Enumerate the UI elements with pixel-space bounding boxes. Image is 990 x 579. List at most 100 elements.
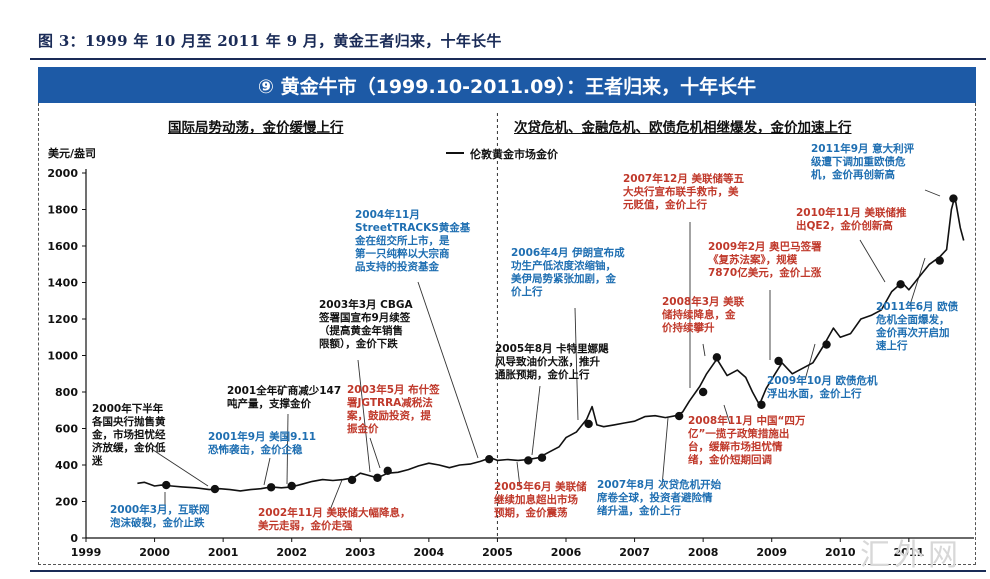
event-marker [266, 483, 276, 492]
event-annotation: 2008年11月 中国“四万亿”一揽子政策措施出台，缓解市场担忧情绪，金价短期回… [688, 414, 806, 466]
x-tick-label: 2010 [825, 546, 856, 559]
x-tick-label: 2002 [276, 546, 307, 559]
annotation-line: 美伊局势紧张加剧，金 [511, 272, 616, 285]
annotation-line: 金在纽交所上市，是 [354, 234, 450, 247]
x-tick-label: 2004 [414, 546, 445, 559]
figure-caption: 图 3：1999 年 10 月至 2011 年 9 月，黄金王者归来，十年长牛 [38, 32, 502, 50]
annotation-line: （提高黄金年销售 [319, 324, 403, 337]
annotation-line: 美元走弱，金价走强 [258, 519, 353, 532]
x-tick-label: 2003 [345, 546, 376, 559]
event-annotation: 2007年12月 美联储等五大央行宣布联手救市，美元贬值，金价上行 [623, 172, 744, 211]
annotation-line: 绪，金价短期回调 [688, 453, 772, 466]
annotation-line: 功生产低浓度浓缩铀， [511, 259, 616, 272]
annotation-line: 2011年9月 意大利评 [811, 142, 915, 155]
annotation-leader [329, 479, 343, 511]
y-tick-label: 0 [70, 532, 78, 545]
annotation-line: 吨产量，支撑金价 [227, 397, 311, 410]
event-marker [287, 481, 296, 491]
event-marker [774, 356, 783, 366]
annotation-leader [702, 343, 706, 357]
annotation-line: 2008年3月 美联 [662, 295, 745, 308]
y-tick-label: 600 [55, 423, 78, 436]
phase-label-right: 次贷危机、金融危机、欧债危机相继爆发，金价加速上行 [514, 120, 852, 136]
annotation-line: 风导致油价大涨，推升 [495, 355, 600, 368]
event-annotation: 2010年11月 美联储推出QE2，金价创新高 [796, 206, 907, 232]
event-marker [383, 466, 392, 476]
annotation-line: 金价再次开启加 [875, 326, 950, 339]
x-tick-label: 2009 [756, 546, 787, 559]
event-marker [584, 419, 593, 429]
annotation-leader [859, 239, 886, 283]
annotation-line: 案，鼓励投资，提 [346, 409, 431, 422]
annotation-line: 席卷全球，投资者避险情 [597, 491, 713, 504]
annotation-line: 通胀预期，金价上行 [495, 368, 590, 381]
annotation-line: 2001全年矿商减少147 [227, 384, 341, 397]
annotation-line: 预期，金价震荡 [494, 506, 568, 519]
annotation-leader [516, 461, 521, 488]
annotation-line: 恐怖袭击，金价企稳 [208, 443, 303, 456]
annotation-leader [263, 457, 271, 486]
annotation-line: 价持续攀升 [662, 321, 715, 334]
annotation-line: 2009年10月 欧债危机 [767, 374, 878, 387]
annotation-leader [417, 281, 479, 459]
event-annotation: 2007年8月 次贷危机开始席卷全球，投资者避险情绪升温，金价上行 [597, 478, 722, 517]
event-marker [537, 453, 547, 462]
annotation-line: 绪升温，金价上行 [597, 504, 681, 517]
legend-label: 伦敦黄金市场金价 [470, 147, 559, 161]
phase-label-left: 国际局势动荡，金价缓慢上行 [168, 120, 344, 136]
event-marker [822, 340, 831, 349]
annotation-line: 2008年11月 中国“四万 [688, 414, 806, 427]
annotation-line: 2003年5月 布什签 [347, 383, 440, 396]
annotation-line: 署JGTRRA减税法 [346, 396, 433, 409]
annotation-line: 出QE2，金价创新高 [796, 219, 893, 232]
y-tick-label: 1400 [47, 277, 78, 290]
x-tick-label: 2007 [619, 546, 650, 559]
annotation-leader [574, 307, 579, 421]
x-tick-label: 2008 [688, 546, 719, 559]
annotation-leader [804, 343, 816, 381]
annotation-line: 2005年6月 美联储 [494, 480, 587, 493]
annotation-line: 2001年9月 美国9.11 [208, 430, 316, 443]
annotation-line: 签署国宣布9月续签 [318, 311, 411, 324]
annotation-line: 济放缓，金价低 [92, 441, 166, 454]
x-tick-label: 2011 [894, 546, 925, 559]
annotation-line: 2011年6月 欧债 [876, 300, 959, 313]
annotation-leader [357, 359, 371, 473]
event-annotation: 2005年8月 卡特里娜飓风导致油价大涨，推升通胀预期，金价上行 [495, 342, 609, 381]
event-annotation: 2004年11月 StreetTRACKS黄金基金在纽交所上市，是第一只纯粹以大宗… [354, 208, 471, 273]
annotation-line: 浮出水面，金价上行 [767, 387, 862, 400]
event-annotation: 2008年3月 美联储持续降息，金价持续攀升 [662, 295, 745, 334]
annotation-line: 2009年2月 奥巴马签署 [708, 240, 822, 253]
annotation-line: 速上行 [876, 339, 908, 352]
annotation-line: 2007年12月 美联储等五 [623, 172, 744, 185]
annotation-line: 2007年8月 次贷危机开始 [597, 478, 722, 491]
event-marker [935, 256, 944, 265]
annotation-leader [369, 437, 381, 469]
annotation-line: 继续加息超出市场 [494, 493, 578, 506]
annotation-line: 2010年11月 美联储推 [796, 206, 907, 219]
event-marker [757, 400, 766, 409]
event-annotation: 2003年3月 CBGA 签署国宣布9月续签（提高黄金年销售限额），金价下跌 [318, 298, 414, 350]
y-axis-label: 美元/盎司 [48, 146, 96, 160]
annotation-line: 第一只纯粹以大宗商 [355, 247, 450, 260]
banner-title: ⑨ 黄金牛市（1999.10-2011.09）：王者归来，十年长牛 [38, 67, 976, 103]
annotation-line: 亿”一揽子政策措施出 [688, 427, 789, 440]
x-tick-label: 2005 [482, 546, 513, 559]
y-tick-label: 200 [55, 496, 78, 509]
y-tick-label: 1200 [47, 313, 78, 326]
annotation-line: 储持续降息，金 [662, 308, 736, 321]
event-marker [712, 353, 722, 362]
event-annotation: 2009年10月 欧债危机浮出水面，金价上行 [767, 374, 878, 400]
annotation-line: 元贬值，金价上行 [623, 198, 707, 211]
event-annotation: 2001年9月 美国9.11 恐怖袭击，金价企稳 [208, 430, 316, 456]
event-annotation: 2011年6月 欧债危机全面爆发，金价再次开启加速上行 [875, 300, 959, 352]
event-annotation: 2005年6月 美联储继续加息超出市场预期，金价震荡 [494, 480, 587, 519]
annotation-line: 台，缓解市场担忧情 [688, 440, 783, 453]
annotation-line: 限额），金价下跌 [319, 337, 398, 350]
event-annotation: 2009年2月 奥巴马签署《复苏法案》，规模 7870亿美元，金价上涨 [708, 240, 822, 279]
event-marker [949, 194, 958, 203]
event-marker [373, 473, 382, 482]
annotation-leader [531, 385, 541, 456]
annotation-line: 迷 [91, 454, 103, 467]
